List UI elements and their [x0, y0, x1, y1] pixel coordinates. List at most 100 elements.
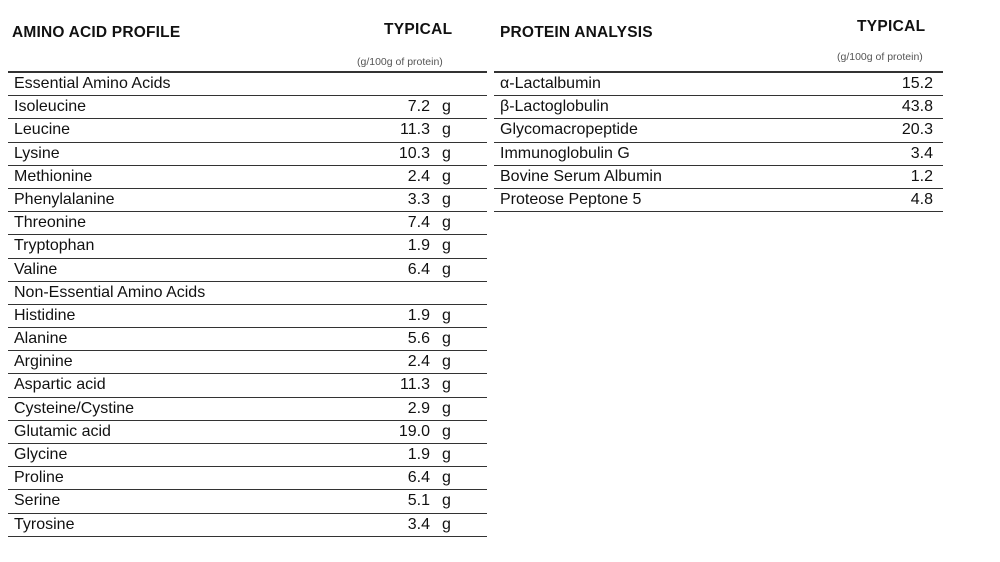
row-unit: g — [442, 190, 451, 208]
row-name: Leucine — [14, 121, 71, 139]
table-row: Tryptophan 1.9 g — [8, 235, 487, 259]
protein-unit-label: (g/100g of protein) — [837, 51, 923, 63]
row-name: β-Lactoglobulin — [500, 98, 609, 116]
row-value: 19.0 — [398, 422, 430, 440]
row-unit: g — [442, 353, 451, 371]
row-name: Bovine Serum Albumin — [500, 167, 662, 185]
row-value: 20.3 — [901, 121, 933, 139]
row-value: 3.4 — [407, 515, 430, 533]
row-name: Aspartic acid — [14, 376, 106, 394]
table-row: Glycomacropeptide 20.3 — [494, 119, 943, 143]
table-row: Cysteine/Cystine 2.9 g — [8, 398, 487, 421]
row-value: 2.4 — [407, 353, 430, 371]
amino-title: AMINO ACID PROFILE — [12, 24, 181, 41]
table-row: Valine 6.4 g — [8, 259, 487, 282]
table-row: β-Lactoglobulin 43.8 — [494, 96, 943, 120]
row-value: 10.3 — [398, 144, 430, 162]
table-row: Isoleucine 7.2 g — [8, 96, 487, 120]
row-name: Immunoglobulin G — [500, 144, 630, 162]
row-unit: g — [442, 446, 451, 463]
table-row: Alanine 5.6 g — [8, 328, 487, 352]
table-row: α-Lactalbumin 15.2 — [494, 73, 943, 97]
amino-typical-header: TYPICAL — [384, 21, 453, 38]
row-name: α-Lactalbumin — [500, 75, 601, 92]
row-unit: g — [442, 376, 451, 394]
section-header-row: Essential Amino Acids — [8, 73, 487, 97]
row-name: Valine — [14, 260, 58, 278]
row-value: 4.8 — [910, 190, 933, 208]
amino-acid-table: Essential Amino Acids Isoleucine 7.2 g Leuci… — [8, 71, 487, 537]
row-name: Lysine — [14, 144, 60, 162]
row-value: 1.9 — [407, 237, 430, 255]
row-value: 1.9 — [407, 306, 430, 324]
row-unit: g — [442, 422, 451, 440]
row-value: 3.4 — [910, 144, 933, 162]
table-row: Leucine 11.3 g — [8, 119, 487, 143]
row-name: Tryptophan — [14, 237, 95, 255]
row-unit: g — [442, 260, 451, 278]
row-name: Glycomacropeptide — [500, 121, 638, 139]
row-name: Alanine — [14, 330, 68, 348]
row-unit: g — [442, 469, 451, 487]
row-unit: g — [442, 399, 451, 417]
row-name: Serine — [14, 492, 61, 510]
row-value: 11.3 — [400, 376, 430, 394]
row-name: Phenylalanine — [14, 190, 115, 208]
row-name: Isoleucine — [14, 98, 87, 116]
row-value: 6.4 — [407, 469, 430, 487]
row-name: Glutamic acid — [14, 422, 111, 440]
table-row: Glutamic acid 19.0 g — [8, 421, 487, 444]
row-value: 1.2 — [910, 167, 933, 185]
table-row: Arginine 2.4 g — [8, 351, 487, 375]
row-name: Arginine — [14, 353, 73, 371]
table-row: Bovine Serum Albumin 1.2 — [494, 166, 943, 189]
row-name: Tyrosine — [14, 515, 75, 533]
table-row: Glycine 1.9 g — [8, 444, 487, 468]
row-value: 11.3 — [400, 121, 430, 139]
protein-typical-header: TYPICAL — [857, 18, 926, 35]
row-value: 2.9 — [407, 399, 430, 417]
row-value: 1.9 — [407, 446, 430, 463]
table-row: Serine 5.1 g — [8, 490, 487, 514]
table-row: Immunoglobulin G 3.4 — [494, 143, 943, 166]
row-unit: g — [442, 306, 451, 324]
row-value: 7.2 — [407, 98, 430, 116]
section-header-row: Non-Essential Amino Acids — [8, 282, 487, 305]
row-name: Proteose Peptone 5 — [500, 190, 642, 208]
row-name: Essential Amino Acids — [14, 75, 171, 92]
row-value: 7.4 — [407, 214, 430, 232]
row-name: Threonine — [14, 214, 87, 232]
row-unit: g — [442, 98, 451, 116]
table-row: Proteose Peptone 5 4.8 — [494, 189, 943, 213]
row-name: Histidine — [14, 306, 76, 324]
row-name: Cysteine/Cystine — [14, 399, 135, 417]
table-row: Aspartic acid 11.3 g — [8, 374, 487, 398]
row-unit: g — [442, 330, 451, 348]
row-value: 6.4 — [407, 260, 430, 278]
row-value: 5.6 — [407, 330, 430, 348]
table-row: Lysine 10.3 g — [8, 143, 487, 166]
row-value: 3.3 — [407, 190, 430, 208]
table-row: Methionine 2.4 g — [8, 166, 487, 189]
row-name: Glycine — [14, 446, 68, 463]
row-name: Proline — [14, 469, 64, 487]
row-unit: g — [442, 214, 451, 232]
row-unit: g — [442, 121, 451, 139]
table-row: Histidine 1.9 g — [8, 305, 487, 329]
row-value: 15.2 — [901, 75, 933, 92]
protein-title: PROTEIN ANALYSIS — [500, 24, 653, 41]
protein-analysis-table: α-Lactalbumin 15.2 β-Lactoglobulin 43.8 Glyc… — [494, 71, 943, 213]
row-unit: g — [442, 167, 451, 185]
row-unit: g — [442, 515, 451, 533]
row-unit: g — [442, 237, 451, 255]
row-unit: g — [442, 492, 451, 510]
amino-unit-label: (g/100g of protein) — [357, 56, 443, 68]
row-name: Methionine — [14, 167, 93, 185]
row-value: 5.1 — [407, 492, 430, 510]
table-row: Phenylalanine 3.3 g — [8, 189, 487, 213]
row-unit: g — [442, 144, 451, 162]
row-value: 2.4 — [407, 167, 430, 185]
table-row: Proline 6.4 g — [8, 467, 487, 491]
row-name: Non-Essential Amino Acids — [14, 283, 206, 301]
table-row: Threonine 7.4 g — [8, 212, 487, 236]
